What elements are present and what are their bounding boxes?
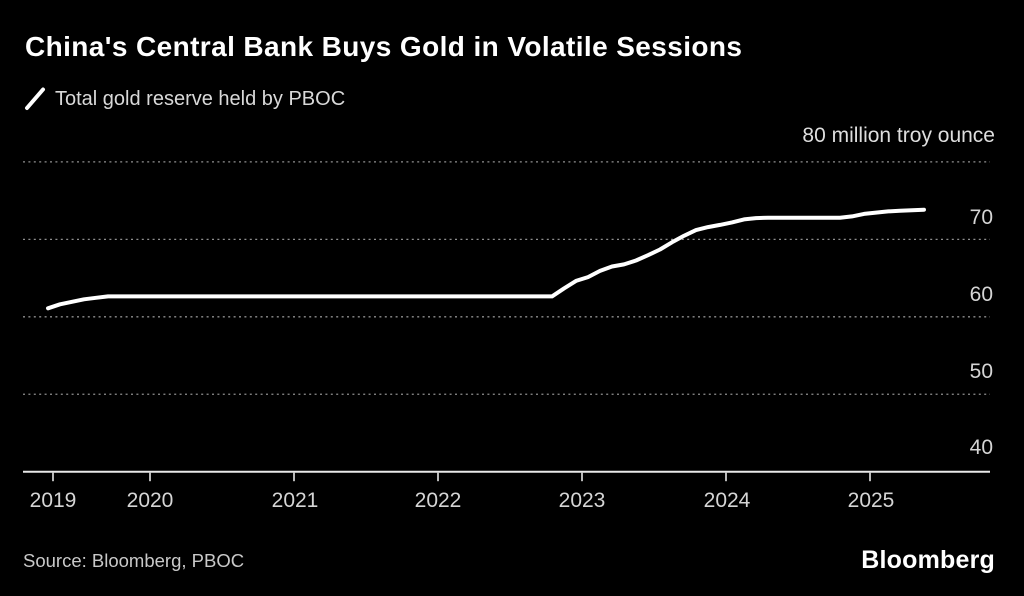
y-tick-label-60: 60: [969, 283, 993, 306]
x-tick-label-2022: 2022: [414, 489, 462, 512]
x-tick-label-2020: 2020: [126, 489, 174, 512]
y-tick-label-50: 50: [969, 360, 993, 383]
y-axis-unit-label: 80 million troy ounce: [802, 124, 995, 147]
legend-label: Total gold reserve held by PBOC: [55, 87, 346, 110]
legend-line-swatch-icon: [24, 87, 46, 111]
source-credit: Source: Bloomberg, PBOC: [23, 550, 245, 571]
x-tick-label-2019: 2019: [29, 489, 77, 512]
series-line-pboc-gold-reserve: [46, 207, 926, 311]
x-tick-label-2023: 2023: [558, 489, 606, 512]
bloomberg-logo: Bloomberg: [861, 546, 995, 574]
y-tick-label-40: 40: [969, 436, 993, 459]
chart-title: China's Central Bank Buys Gold in Volati…: [25, 31, 743, 62]
x-tick-label-2025: 2025: [847, 489, 895, 512]
legend: Total gold reserve held by PBOC: [24, 87, 345, 111]
x-tick-label-2024: 2024: [703, 489, 751, 512]
x-tick-label-2021: 2021: [271, 489, 319, 512]
y-tick-label-70: 70: [969, 206, 993, 229]
